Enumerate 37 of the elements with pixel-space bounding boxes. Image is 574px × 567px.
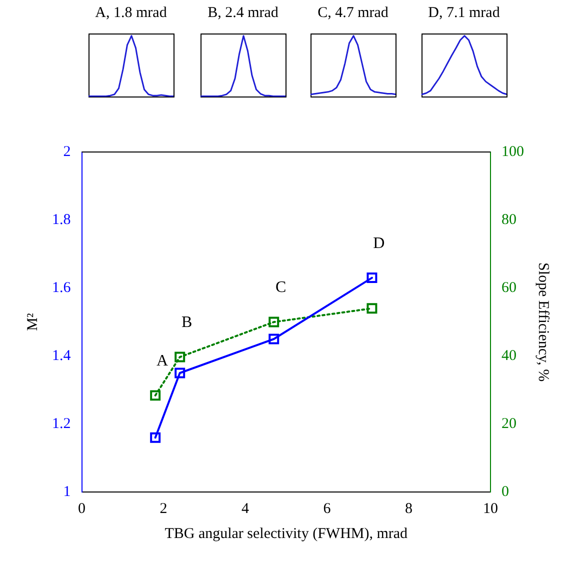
annotation: C [276, 279, 286, 296]
annotation: B [182, 314, 192, 332]
point [366, 272, 378, 284]
y-tick-label: 1 [63, 484, 71, 500]
point [150, 390, 161, 401]
y-tick-label: 1.4 [52, 348, 72, 364]
chart-title: C, 4.7 mrad [318, 4, 389, 21]
chart-title: D, 7.1 mrad [428, 4, 500, 21]
y2-axis-title: Slope Efficiency, % [535, 262, 552, 382]
y2-tick-label: 80 [502, 212, 516, 228]
chart-title: A, 1.8 mrad [95, 4, 168, 21]
annotation: A [156, 352, 169, 370]
y-tick-label: 1.8 [52, 212, 71, 228]
y2-tick-label: 60 [502, 280, 516, 296]
y-tick-label: 1.6 [52, 280, 72, 296]
x-tick-label: 10 [483, 500, 498, 517]
point [174, 368, 186, 378]
y-tick-label: 1.2 [52, 416, 71, 432]
point [174, 352, 186, 362]
y2-tick-label: 40 [502, 348, 516, 364]
point [268, 316, 280, 328]
chart-title: B, 2.4 mrad [208, 4, 279, 21]
point [268, 334, 280, 344]
x-tick-label: 6 [323, 500, 332, 517]
point [366, 303, 378, 314]
x-tick-label: 4 [242, 500, 250, 517]
y2-tick-label: 20 [502, 416, 516, 432]
x-axis-title: TBG angular selectivity (FWHM), mrad [164, 526, 408, 542]
y-axis-title: M² [24, 312, 41, 331]
y2-tick-label: 0 [502, 484, 509, 500]
y2-tick-label: 100 [502, 144, 524, 160]
x-tick-label: 0 [78, 500, 86, 517]
point [150, 432, 161, 443]
x-tick-label: 8 [405, 500, 412, 517]
x-tick-label: 2 [160, 500, 168, 517]
annotation: D [373, 235, 385, 252]
y-tick-label: 2 [63, 144, 71, 160]
